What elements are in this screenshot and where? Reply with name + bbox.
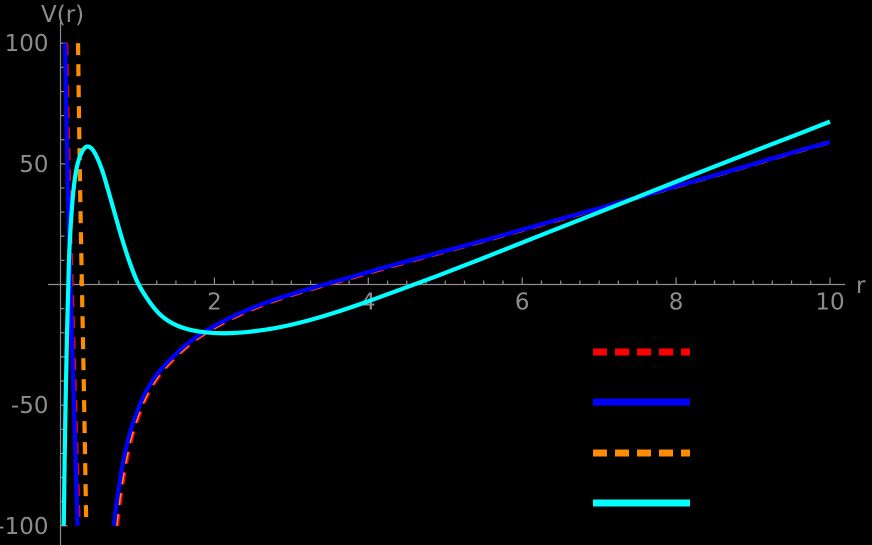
x-axis-label: r (856, 273, 866, 299)
curve-cyan-solid (61, 119, 831, 526)
x-tick-label: 10 (815, 290, 844, 316)
x-axis-ticks (79, 277, 831, 285)
x-tick-label: 6 (515, 290, 530, 316)
curve-blue-solid (63, 43, 80, 526)
x-tick-label: 2 (207, 290, 222, 316)
y-tick-label: 50 (19, 152, 48, 178)
y-axis-label: V(r) (41, 2, 84, 28)
y-tick-label: 100 (5, 31, 49, 57)
legend[interactable] (593, 348, 690, 507)
axes-group (48, 22, 845, 545)
y-tick-label: -100 (0, 514, 49, 540)
x-tick-label: 8 (669, 290, 684, 316)
curve-orange-dashed (75, 43, 89, 526)
y-tick-label: -50 (11, 393, 49, 419)
y-tick-labels: 100 50 -50 -100 (0, 31, 49, 540)
data-curves (61, 43, 831, 527)
